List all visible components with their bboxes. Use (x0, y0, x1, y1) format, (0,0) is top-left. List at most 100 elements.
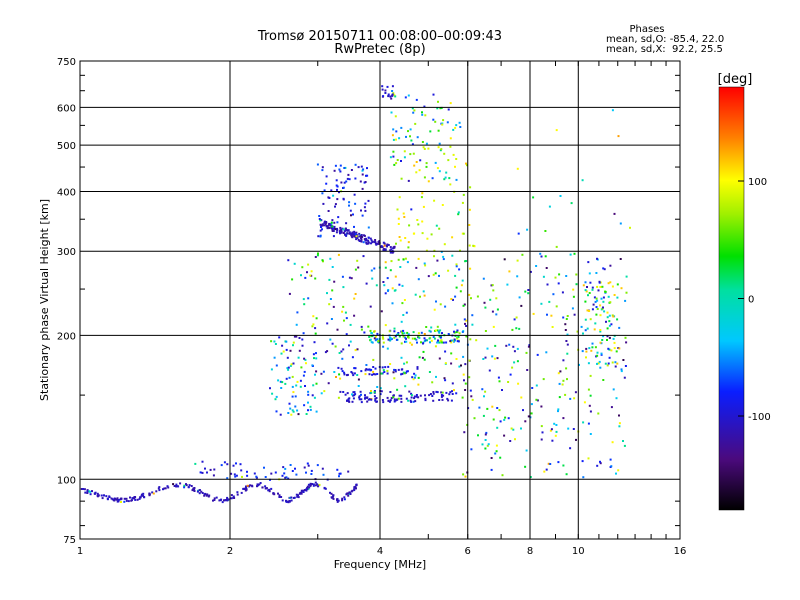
data-point (584, 281, 587, 284)
data-point (520, 304, 523, 307)
data-point (599, 330, 602, 333)
data-point (599, 366, 602, 369)
data-point (336, 468, 339, 471)
data-point (564, 323, 567, 326)
data-point (382, 281, 385, 283)
data-point (114, 497, 117, 500)
data-point (304, 276, 307, 279)
data-point (609, 458, 612, 461)
data-point (575, 438, 577, 441)
data-point (321, 224, 324, 227)
data-point (460, 284, 463, 287)
data-point (303, 404, 306, 407)
data-point (419, 159, 422, 162)
data-point (319, 219, 322, 222)
data-point (582, 284, 585, 287)
data-point (332, 227, 335, 230)
data-point (444, 176, 447, 179)
data-point (394, 335, 397, 338)
data-point (572, 428, 575, 430)
data-point (424, 114, 427, 117)
data-point (286, 500, 288, 503)
data-point (404, 340, 406, 343)
data-point (375, 284, 378, 287)
data-point (412, 152, 415, 155)
data-point (365, 237, 367, 240)
data-point (439, 149, 442, 152)
data-point (392, 128, 395, 131)
data-point (131, 497, 134, 500)
data-point (596, 464, 599, 467)
data-point (363, 206, 366, 209)
data-point (407, 94, 410, 97)
data-point (395, 242, 397, 245)
data-point (382, 341, 385, 344)
data-point (300, 274, 302, 277)
data-point (341, 275, 344, 278)
data-point (468, 224, 471, 226)
data-point (582, 421, 585, 424)
data-point (312, 484, 315, 487)
data-point (432, 399, 435, 402)
data-point (588, 347, 591, 350)
data-point (570, 202, 573, 205)
data-point (374, 399, 377, 402)
data-point (465, 335, 468, 338)
data-point (417, 396, 420, 399)
data-point (355, 483, 358, 486)
data-point (584, 329, 587, 332)
data-point (597, 362, 600, 365)
data-point (460, 364, 462, 367)
data-point (403, 150, 406, 153)
data-point (441, 332, 443, 335)
data-point (386, 347, 389, 350)
data-point (221, 501, 224, 504)
data-point (470, 448, 473, 451)
data-point (372, 370, 375, 373)
data-point (381, 366, 384, 369)
data-point (288, 500, 291, 503)
data-point (390, 97, 393, 100)
data-point (352, 213, 354, 216)
data-point (371, 373, 374, 376)
data-point (617, 469, 620, 472)
data-point (503, 434, 506, 437)
data-point (555, 305, 558, 308)
data-point (382, 369, 385, 372)
data-point (455, 286, 458, 289)
data-point (532, 312, 535, 315)
data-point (379, 393, 382, 396)
data-point (305, 362, 307, 365)
data-point (246, 484, 249, 487)
data-point (564, 393, 567, 396)
data-point (123, 500, 126, 503)
data-point (309, 274, 312, 277)
data-point (301, 490, 304, 493)
data-point (629, 226, 631, 229)
data-point (496, 308, 499, 311)
data-point (389, 249, 392, 252)
data-point (554, 434, 557, 437)
data-point (226, 463, 229, 466)
data-point (598, 360, 601, 363)
data-point (365, 241, 368, 244)
data-point (315, 410, 318, 413)
data-point (614, 365, 617, 368)
data-point (412, 111, 415, 114)
data-point (344, 393, 347, 396)
data-point (330, 222, 333, 225)
data-point (363, 238, 366, 241)
data-point (624, 365, 627, 367)
data-point (362, 255, 365, 258)
data-point (536, 353, 539, 356)
data-point (526, 369, 529, 371)
data-point (427, 147, 430, 150)
data-point (498, 409, 501, 412)
x-tick-label: 8 (527, 546, 533, 557)
data-point (459, 249, 461, 252)
data-point (588, 404, 591, 407)
data-point (441, 398, 444, 401)
data-point (484, 433, 487, 436)
data-point (306, 487, 308, 490)
data-point (275, 395, 278, 398)
